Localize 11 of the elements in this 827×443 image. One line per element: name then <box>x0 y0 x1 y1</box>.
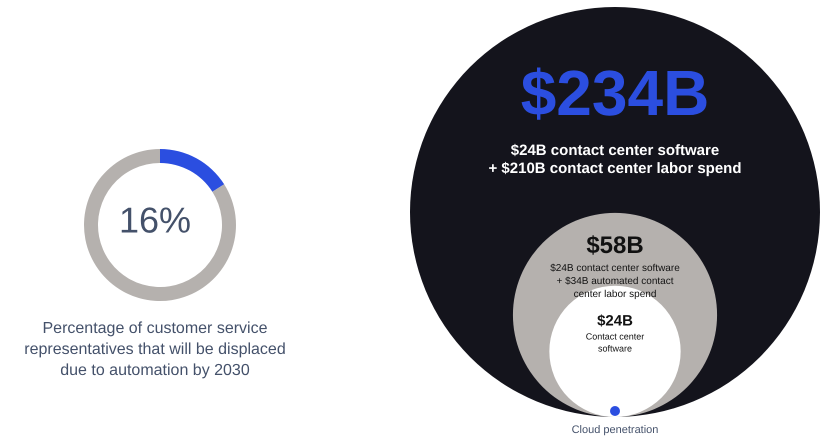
text: Percentage of customer service representatives that will be displaced due to automation by 2030 <box>23 319 287 381</box>
donut-slice <box>160 149 224 192</box>
data-label: $234B <box>520 57 710 129</box>
category-label: $24B contact center software + $210B contact center labor spend <box>488 142 742 177</box>
category-label: Contact center software <box>586 332 644 354</box>
category-label: $24B contact center software + $34B automated contact center labor spend <box>550 262 680 300</box>
data-label: $58B <box>586 232 644 259</box>
donut-slice <box>84 149 236 301</box>
text: Cloud penetration <box>572 424 658 436</box>
text: 16% <box>118 200 192 240</box>
data-label: $24B <box>597 312 634 330</box>
